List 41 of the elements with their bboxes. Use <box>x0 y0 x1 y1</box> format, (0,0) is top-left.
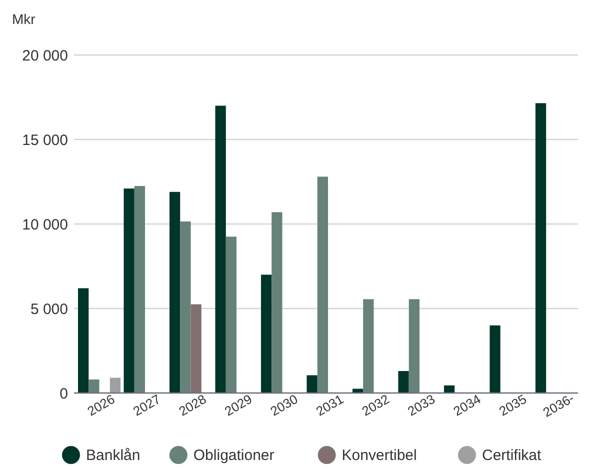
bar <box>398 371 409 393</box>
bar <box>134 186 146 393</box>
bar <box>110 378 121 393</box>
y-tick-label: 5 000 <box>30 300 68 318</box>
x-tick-label: 2026 <box>84 391 118 419</box>
x-tick-label: 2030 <box>268 391 300 419</box>
legend-label: Obligationer <box>193 447 274 464</box>
bar <box>306 375 318 393</box>
legend-label: Certifikat <box>482 447 542 464</box>
bar <box>272 212 282 393</box>
x-tick-label: 2032 <box>359 391 392 419</box>
bar <box>226 236 237 393</box>
bar <box>408 299 420 393</box>
bar <box>124 188 134 393</box>
y-tick-label: 15 000 <box>22 132 68 149</box>
bar <box>535 103 546 393</box>
legend-label: Banklån <box>86 447 140 464</box>
x-tick-label: 2034 <box>450 391 484 419</box>
legend-label: Konvertibel <box>342 447 417 464</box>
y-tick-label: 0 <box>60 385 68 402</box>
x-tick-label: 2036- <box>540 390 577 420</box>
x-tick-label: 2028 <box>176 391 209 419</box>
bar <box>317 176 328 393</box>
bar <box>180 221 191 393</box>
y-axis-title: Mkr <box>12 11 36 27</box>
bar <box>490 325 500 393</box>
bar <box>260 274 272 393</box>
y-tick-label: 20 000 <box>22 47 68 64</box>
x-tick-label: 2031 <box>313 391 346 419</box>
bar <box>169 192 180 393</box>
x-tick-label: 2033 <box>404 391 438 419</box>
x-tick-label: 2027 <box>130 391 164 419</box>
x-tick-label: 2035 <box>496 391 530 419</box>
bar <box>215 106 226 393</box>
bar <box>190 304 202 393</box>
bar <box>363 299 374 393</box>
y-tick-label: 10 000 <box>22 216 68 234</box>
bar <box>78 288 89 393</box>
bar <box>88 379 100 393</box>
bar <box>444 385 455 393</box>
x-tick-label: 2029 <box>222 391 255 419</box>
